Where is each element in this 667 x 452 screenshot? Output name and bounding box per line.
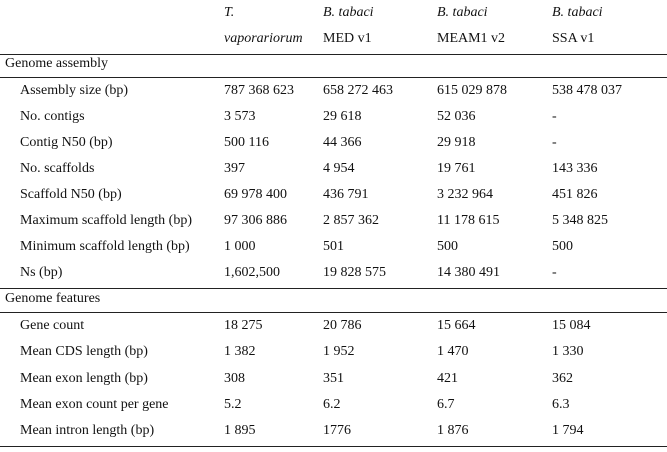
row-label: Minimum scaffold length (bp) xyxy=(20,239,190,254)
row-label: Ns (bp) xyxy=(20,265,63,280)
table-row: Mean exon count per gene 5.2 6.2 6.7 6.3 xyxy=(0,392,667,418)
table-cell: 5 348 825 xyxy=(552,213,608,228)
table-cell: 97 306 886 xyxy=(224,213,287,228)
table-cell: 1 794 xyxy=(552,423,584,439)
table-cell: 500 xyxy=(437,239,458,254)
table-cell: 1 895 xyxy=(224,423,256,439)
header-col2-line1: B. tabaci xyxy=(323,5,374,20)
row-label: No. contigs xyxy=(20,109,85,124)
row-label: Maximum scaffold length (bp) xyxy=(20,213,192,228)
table-cell: 1 382 xyxy=(224,344,256,360)
header-b-tabaci-meam1: B. tabaci MEAM1 v2 xyxy=(437,0,505,52)
table-row: Contig N50 (bp) 500 116 44 366 29 918 - xyxy=(0,130,667,156)
row-label: Scaffold N50 (bp) xyxy=(20,187,122,202)
table-cell: 308 xyxy=(224,370,245,386)
row-label: Mean exon count per gene xyxy=(20,396,169,412)
header-b-tabaci-ssa: B. tabaci SSA v1 xyxy=(552,0,603,52)
table-header: T. vaporariorum B. tabaci MED v1 B. taba… xyxy=(0,0,667,56)
header-col3-line1: B. tabaci xyxy=(437,5,488,20)
table-cell: 501 xyxy=(323,239,344,254)
row-label: No. scaffolds xyxy=(20,161,95,176)
row-label: Mean exon length (bp) xyxy=(20,370,148,386)
table-cell: 3 573 xyxy=(224,109,256,124)
table-cell: 52 036 xyxy=(437,109,476,124)
table-cell: 69 978 400 xyxy=(224,187,287,202)
table-cell: 351 xyxy=(323,370,344,386)
table-row: Minimum scaffold length (bp) 1 000 501 500 5… xyxy=(0,234,667,260)
table-row: Ns (bp) 1,602,500 19 828 575 14 380 491 - xyxy=(0,260,667,286)
table-cell: 658 272 463 xyxy=(323,83,393,98)
table-cell: 615 029 878 xyxy=(437,83,507,98)
table-cell: 3 232 964 xyxy=(437,187,493,202)
table-cell: 397 xyxy=(224,161,245,176)
table-cell: - xyxy=(552,265,557,280)
table-cell: 1 470 xyxy=(437,344,469,360)
table-cell: 500 116 xyxy=(224,135,269,150)
table-cell: - xyxy=(552,135,557,150)
table-row: No. scaffolds 397 4 954 19 761 143 336 xyxy=(0,156,667,182)
header-rule xyxy=(0,54,667,55)
header-t-vaporariorum: T. vaporariorum xyxy=(224,0,303,52)
row-label: Contig N50 (bp) xyxy=(20,135,113,150)
table-cell: 20 786 xyxy=(323,318,362,333)
table-cell: 1776 xyxy=(323,423,351,439)
table-cell: 5.2 xyxy=(224,396,242,412)
table-cell: 11 178 615 xyxy=(437,213,500,228)
section-genome-features: Genome features xyxy=(5,291,101,306)
header-b-tabaci-med: B. tabaci MED v1 xyxy=(323,0,374,52)
header-col3-line2: MEAM1 v2 xyxy=(437,31,506,46)
section-genome-assembly: Genome assembly xyxy=(5,56,109,71)
table-cell: 787 368 623 xyxy=(224,83,294,98)
section-rule-features xyxy=(0,312,667,313)
table-row: No. contigs 3 573 29 618 52 036 - xyxy=(0,104,667,130)
header-col1-line1: T. xyxy=(224,5,235,20)
table-row: Mean CDS length (bp) 1 382 1 952 1 470 1 330 xyxy=(0,339,667,365)
table-cell: 362 xyxy=(552,370,573,386)
section-rule-features-top xyxy=(0,288,667,289)
table-bottom-rule xyxy=(0,446,667,447)
header-col2-line2: MED v1 xyxy=(323,31,372,46)
table-cell: 436 791 xyxy=(323,187,369,202)
table-row: Maximum scaffold length (bp) 97 306 886 2 … xyxy=(0,208,667,234)
table-cell: 538 478 037 xyxy=(552,83,622,98)
table-cell: 6.2 xyxy=(323,396,341,412)
table-cell: 500 xyxy=(552,239,573,254)
table-cell: 1 330 xyxy=(552,344,584,360)
table-cell: - xyxy=(552,109,557,124)
table-cell: 421 xyxy=(437,370,458,386)
header-col4-line2: SSA v1 xyxy=(552,31,595,46)
table-cell: 19 761 xyxy=(437,161,476,176)
section-rule-assembly xyxy=(0,77,667,78)
table-row: Mean intron length (bp) 1 895 1776 1 876 1 7… xyxy=(0,418,667,444)
table-cell: 15 664 xyxy=(437,318,476,333)
table-cell: 15 084 xyxy=(552,318,591,333)
table-cell: 451 826 xyxy=(552,187,598,202)
row-label: Assembly size (bp) xyxy=(20,83,129,98)
table-cell: 4 954 xyxy=(323,161,355,176)
table-cell: 6.3 xyxy=(552,396,570,412)
table-cell: 2 857 362 xyxy=(323,213,379,228)
table-row: Mean exon length (bp) 308 351 421 362 xyxy=(0,366,667,392)
table-row: Gene count 18 275 20 786 15 664 15 084 xyxy=(0,313,667,339)
table-cell: 18 275 xyxy=(224,318,263,333)
table-cell: 29 618 xyxy=(323,109,362,124)
table-cell: 1 876 xyxy=(437,423,469,439)
table-cell: 143 336 xyxy=(552,161,598,176)
table-row: Assembly size (bp) 787 368 623 658 272 463… xyxy=(0,78,667,104)
row-label: Mean intron length (bp) xyxy=(20,423,155,439)
table-cell: 29 918 xyxy=(437,135,476,150)
table-cell: 1,602,500 xyxy=(224,265,280,280)
table-cell: 14 380 491 xyxy=(437,265,500,280)
row-label: Mean CDS length (bp) xyxy=(20,344,148,360)
table-row: Scaffold N50 (bp) 69 978 400 436 791 3 232 … xyxy=(0,182,667,208)
header-col1-line2: vaporariorum xyxy=(224,31,303,46)
table-cell: 44 366 xyxy=(323,135,362,150)
header-col4-line1: B. tabaci xyxy=(552,5,603,20)
row-label: Gene count xyxy=(20,318,85,333)
table-cell: 19 828 575 xyxy=(323,265,386,280)
table-cell: 1 952 xyxy=(323,344,355,360)
table-cell: 6.7 xyxy=(437,396,455,412)
table-cell: 1 000 xyxy=(224,239,256,254)
